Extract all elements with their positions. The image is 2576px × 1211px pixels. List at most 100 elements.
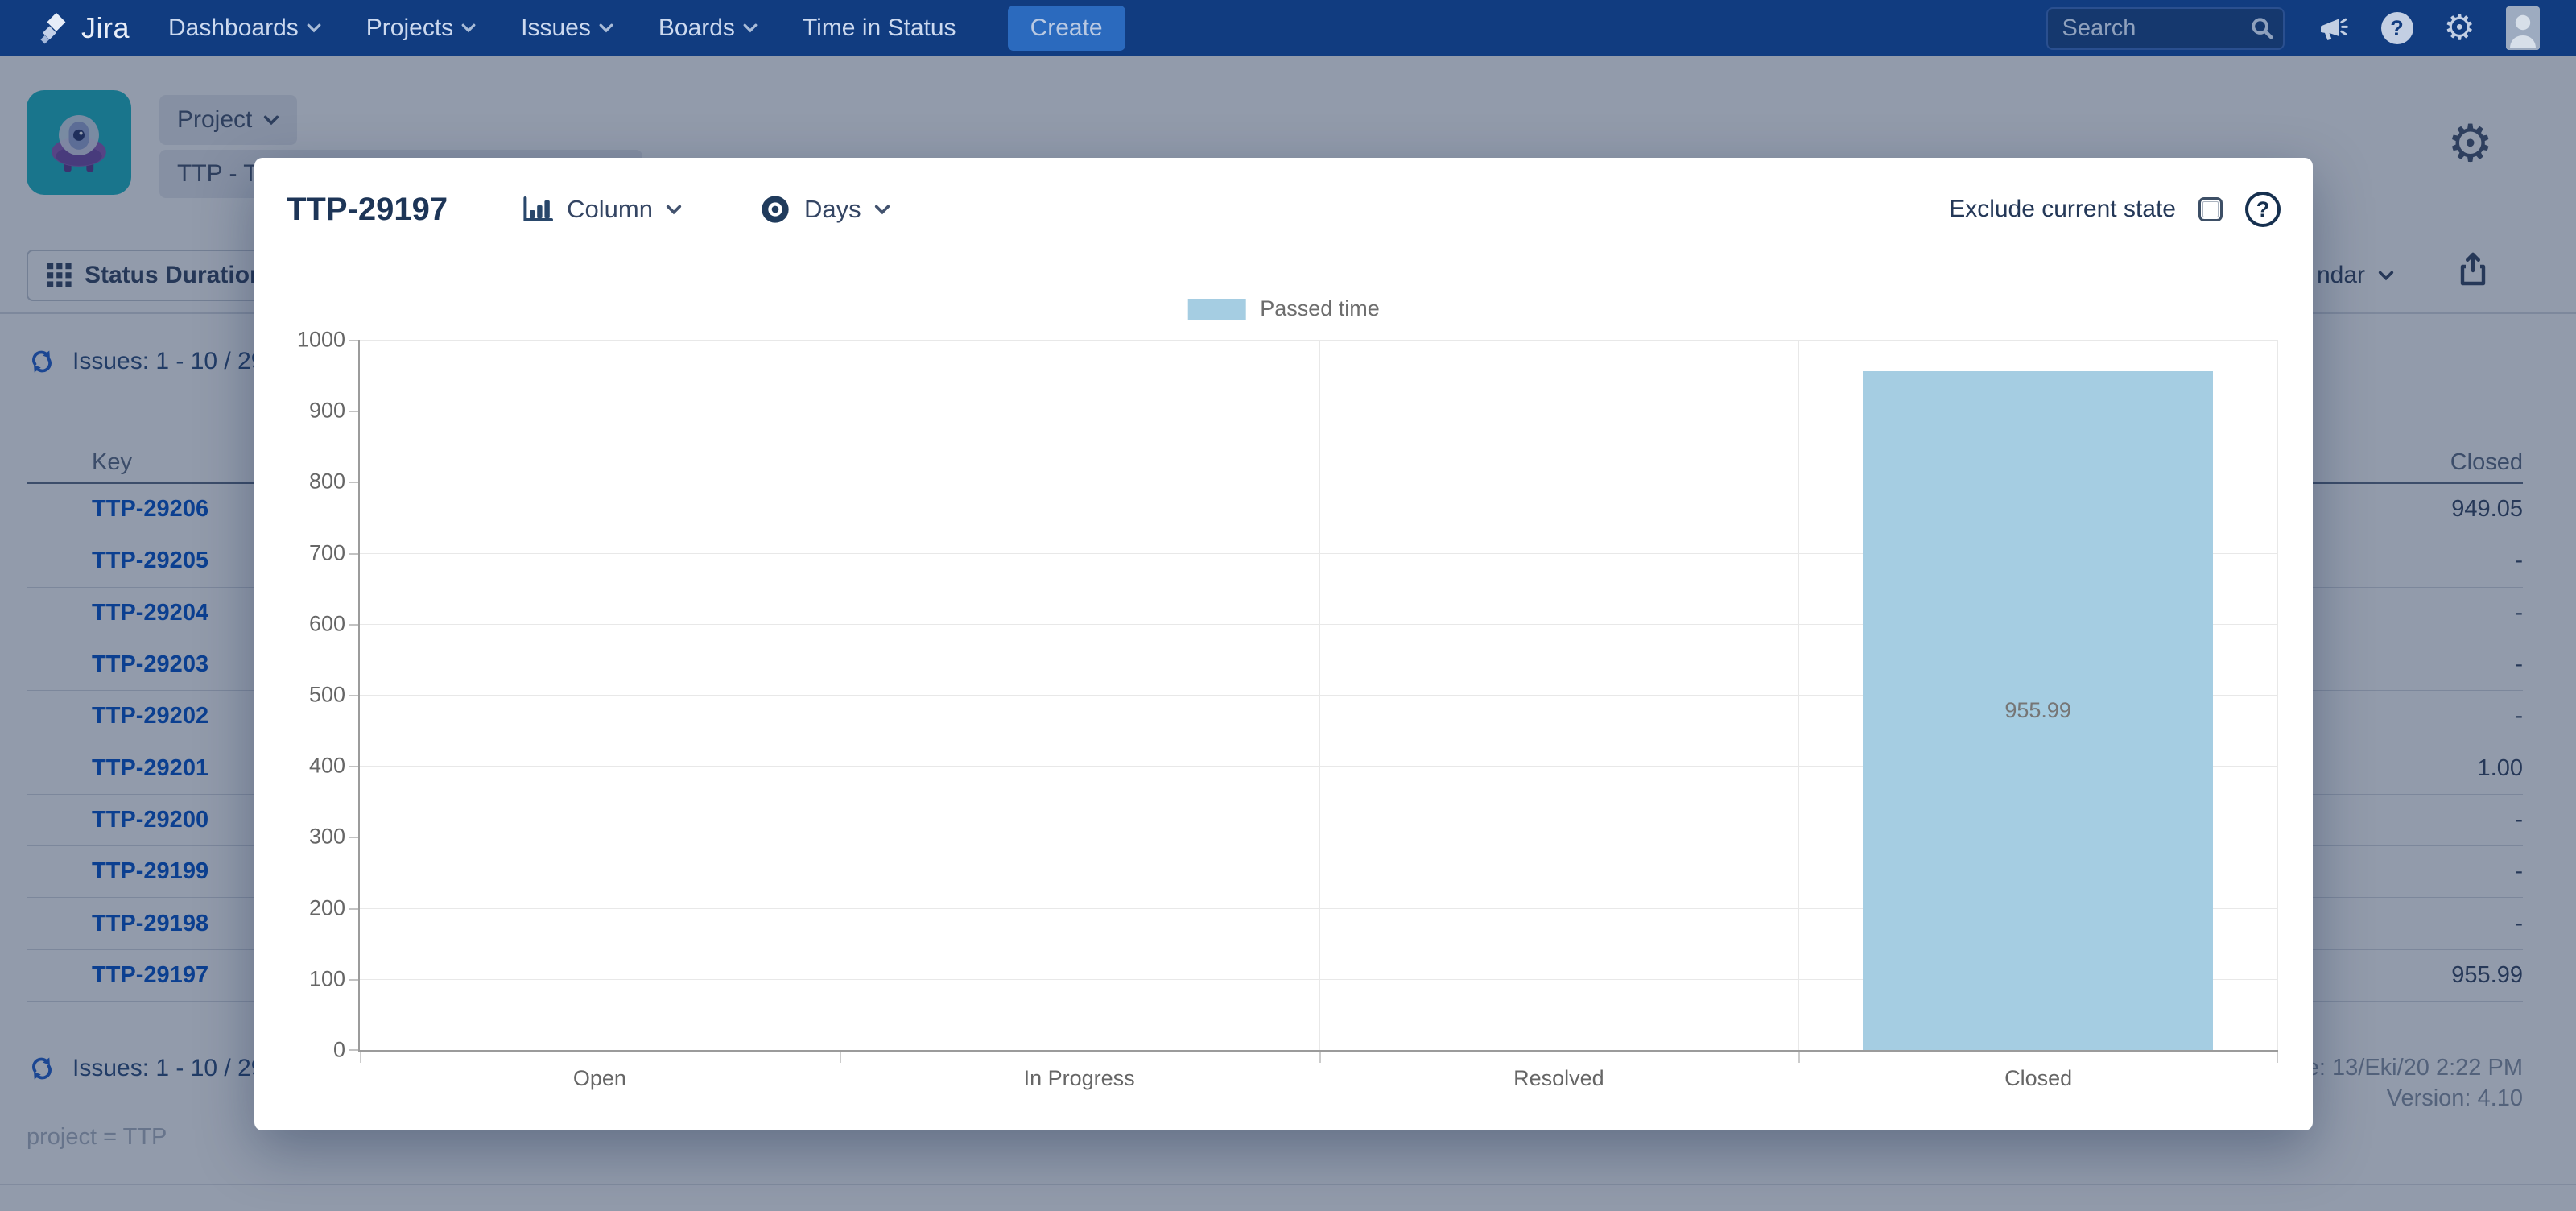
issue-key-link[interactable]: TTP-29206 xyxy=(92,496,209,523)
y-axis-tick-label: 500 xyxy=(308,682,345,707)
nav-issues[interactable]: Issues xyxy=(521,14,613,42)
chart-type-label: Column xyxy=(567,195,653,223)
footer-divider xyxy=(0,1184,2576,1185)
search-box xyxy=(2046,6,2285,50)
y-axis-tick-label: 600 xyxy=(308,611,345,636)
axis-tick xyxy=(349,623,358,626)
issue-key-link[interactable]: TTP-29202 xyxy=(92,703,209,729)
nav-projects[interactable]: Projects xyxy=(366,14,476,42)
nav-boards[interactable]: Boards xyxy=(658,14,758,42)
project-avatar[interactable] xyxy=(27,90,131,195)
filter-query: project = TTP xyxy=(27,1124,167,1150)
axis-tick xyxy=(349,1049,358,1051)
bar-chart-icon xyxy=(522,195,554,224)
issue-key-link[interactable]: TTP-29197 xyxy=(92,961,209,988)
exclude-current-state-checkbox[interactable] xyxy=(2198,197,2223,221)
bar-passed-time[interactable]: 955.99 xyxy=(1863,370,2213,1050)
refresh-icon[interactable] xyxy=(29,349,55,374)
y-axis-tick-label: 0 xyxy=(332,1037,345,1062)
closed-value: - xyxy=(2515,910,2523,936)
exclude-current-state-label: Exclude current state xyxy=(1949,196,2176,222)
page-gear-icon[interactable]: ⚙ xyxy=(2447,114,2494,172)
nav-dashboards[interactable]: Dashboards xyxy=(168,14,321,42)
axis-tick xyxy=(349,766,358,768)
y-axis-tick-label: 800 xyxy=(308,469,345,494)
axis-tick xyxy=(360,1052,361,1063)
tab-status-duration[interactable]: Status Duration xyxy=(27,250,286,301)
avatar[interactable] xyxy=(2506,6,2540,50)
nav-boards-label: Boards xyxy=(658,14,735,41)
issue-key-link[interactable]: TTP-29204 xyxy=(92,599,209,626)
unit-label: Days xyxy=(803,195,861,223)
axis-tick xyxy=(1319,1052,1321,1063)
project-dropdown[interactable]: Project xyxy=(159,95,298,145)
y-axis-tick-label: 300 xyxy=(308,824,345,849)
gear-icon[interactable]: ⚙ xyxy=(2443,8,2475,48)
x-axis-category-label: Resolved xyxy=(1513,1066,1604,1090)
modal-title: TTP-29197 xyxy=(287,191,448,227)
issue-key-link[interactable]: TTP-29201 xyxy=(92,754,209,781)
axis-tick xyxy=(349,837,358,839)
legend-swatch xyxy=(1187,298,1246,320)
tab-status-duration-label: Status Duration xyxy=(85,262,265,288)
closed-value: - xyxy=(2515,651,2523,678)
x-axis-category-label: In Progress xyxy=(1023,1066,1135,1090)
create-button[interactable]: Create xyxy=(1007,6,1125,51)
issue-key-link[interactable]: TTP-29205 xyxy=(92,548,209,574)
closed-column-header[interactable]: Closed xyxy=(2450,449,2523,475)
closed-value: - xyxy=(2515,858,2523,885)
nav-dashboards-label: Dashboards xyxy=(168,14,299,41)
y-axis-tick-label: 900 xyxy=(308,398,345,423)
axis-tick xyxy=(349,482,358,484)
chart-modal: TTP-29197 Column xyxy=(254,158,2313,1130)
issue-key-link[interactable]: TTP-29199 xyxy=(92,858,209,885)
closed-value: 955.99 xyxy=(2451,961,2523,988)
issues-summary-label: Issues: 1 - 10 / 292 xyxy=(72,1055,279,1081)
closed-value: - xyxy=(2515,806,2523,833)
axis-tick xyxy=(349,907,358,910)
issues-summary-top: Issues: 1 - 10 / 292 xyxy=(29,348,278,375)
axis-tick xyxy=(839,1052,841,1063)
search-input[interactable] xyxy=(2046,6,2285,50)
legend-label: Passed time xyxy=(1260,296,1380,320)
issue-key-link[interactable]: TTP-29203 xyxy=(92,651,209,678)
top-navbar: Jira Dashboards Projects Issues Boards T… xyxy=(0,0,2576,56)
help-glyph: ? xyxy=(2256,196,2270,221)
gridline xyxy=(1798,340,1800,1050)
y-axis-tick-label: 400 xyxy=(308,753,345,778)
axis-tick xyxy=(349,978,358,981)
nav-time-in-status-label: Time in Status xyxy=(802,14,956,41)
unit-dropdown[interactable]: Days xyxy=(759,193,890,225)
chevron-down-icon xyxy=(874,205,890,215)
calendar-dropdown-partial[interactable]: ndar xyxy=(2317,256,2394,295)
axis-tick xyxy=(349,552,358,555)
export-icon[interactable] xyxy=(2457,251,2489,287)
project-dropdown-label: Project xyxy=(177,106,253,133)
x-axis-category-label: Closed xyxy=(2004,1066,2073,1090)
axis-tick xyxy=(2277,1052,2278,1063)
jira-logo[interactable]: Jira xyxy=(36,10,130,47)
nav-projects-label: Projects xyxy=(365,14,454,41)
issue-key-link[interactable]: TTP-29198 xyxy=(92,910,209,936)
key-column-header[interactable]: Key xyxy=(92,449,132,475)
nav-time-in-status[interactable]: Time in Status xyxy=(803,14,956,42)
issues-summary-bottom: Issues: 1 - 10 / 292 xyxy=(29,1055,278,1082)
issue-key-link[interactable]: TTP-29200 xyxy=(92,806,209,833)
modal-help-icon[interactable]: ? xyxy=(2245,192,2281,227)
chart-legend[interactable]: Passed time xyxy=(1187,296,1380,321)
chart-type-dropdown[interactable]: Column xyxy=(522,195,682,224)
bar-value-label: 955.99 xyxy=(2004,697,2071,722)
navbar-right: ? ⚙ xyxy=(2046,6,2540,50)
bar-chart-plot: 1000 900 800 700 600 500 400 300 200 100… xyxy=(297,328,2278,1090)
axis-tick xyxy=(349,695,358,696)
axis-tick xyxy=(349,340,358,341)
version-label: Version: 4.10 xyxy=(2386,1085,2523,1111)
grid-icon xyxy=(47,263,72,287)
closed-value: - xyxy=(2515,548,2523,574)
y-axis-tick-label: 700 xyxy=(308,540,345,565)
refresh-icon[interactable] xyxy=(29,1056,55,1081)
closed-value: 1.00 xyxy=(2477,754,2523,781)
megaphone-icon[interactable] xyxy=(2315,10,2351,46)
help-icon[interactable]: ? xyxy=(2380,12,2413,44)
closed-value: - xyxy=(2515,599,2523,626)
